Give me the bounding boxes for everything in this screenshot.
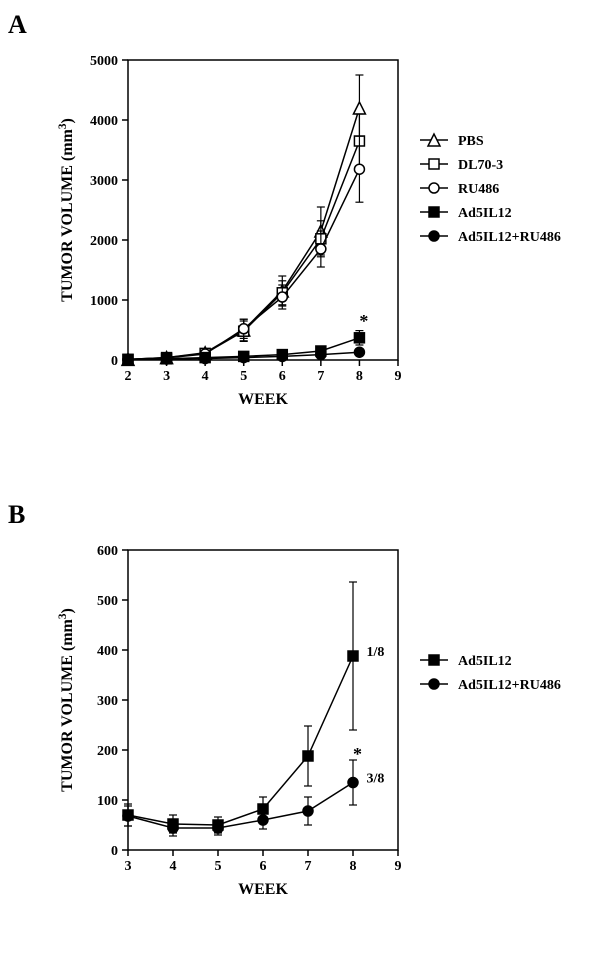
svg-text:0: 0 <box>111 844 118 859</box>
svg-text:6: 6 <box>279 369 286 384</box>
svg-text:1000: 1000 <box>90 294 118 309</box>
svg-text:*: * <box>353 744 362 764</box>
svg-text:TUMOR VOLUME (mm3): TUMOR VOLUME (mm3) <box>57 608 76 792</box>
svg-text:WEEK: WEEK <box>238 391 288 408</box>
svg-text:200: 200 <box>97 744 118 759</box>
svg-text:7: 7 <box>317 369 324 384</box>
svg-text:3000: 3000 <box>90 174 118 189</box>
svg-text:5000: 5000 <box>90 54 118 69</box>
svg-text:100: 100 <box>97 794 118 809</box>
svg-text:4000: 4000 <box>90 114 118 129</box>
svg-text:300: 300 <box>97 694 118 709</box>
svg-text:7: 7 <box>305 859 312 874</box>
figure-page: A 23456789010002000300040005000WEEKTUMOR… <box>0 0 600 963</box>
svg-text:600: 600 <box>97 544 118 559</box>
chart-b: 3 4 5 6 7 8 9 0 100 200 300 400 500 600 WEEK TUMOR VOLU… <box>50 530 590 930</box>
svg-text:2: 2 <box>125 369 132 384</box>
svg-text:5: 5 <box>215 859 222 874</box>
svg-text:1/8: 1/8 <box>367 645 385 660</box>
panel-b-label: B <box>8 500 25 530</box>
svg-text:9: 9 <box>395 369 402 384</box>
svg-text:4: 4 <box>170 859 177 874</box>
svg-text:2000: 2000 <box>90 234 118 249</box>
svg-text:500: 500 <box>97 594 118 609</box>
svg-text:3: 3 <box>125 859 132 874</box>
svg-text:RU486: RU486 <box>458 182 499 197</box>
svg-text:4: 4 <box>202 369 209 384</box>
svg-text:Ad5IL12+RU486: Ad5IL12+RU486 <box>458 678 561 693</box>
svg-text:5: 5 <box>240 369 247 384</box>
svg-text:8: 8 <box>356 369 363 384</box>
svg-text:WEEK: WEEK <box>238 881 288 898</box>
svg-text:3/8: 3/8 <box>367 772 385 787</box>
svg-text:Ad5IL12+RU486: Ad5IL12+RU486 <box>458 230 561 245</box>
svg-text:DL70-3: DL70-3 <box>458 158 503 173</box>
svg-text:Ad5IL12: Ad5IL12 <box>458 206 512 221</box>
svg-text:*: * <box>359 311 368 331</box>
svg-text:8: 8 <box>350 859 357 874</box>
svg-text:TUMOR VOLUME (mm3): TUMOR VOLUME (mm3) <box>57 118 76 302</box>
svg-text:0: 0 <box>111 354 118 369</box>
panel-a-label: A <box>8 10 27 40</box>
svg-text:3: 3 <box>163 369 170 384</box>
svg-text:6: 6 <box>260 859 267 874</box>
chart-a: 2 3 4 5 6 7 8 9 0 1000 2000 3000 4000 5000 WEEK TUMOR V… <box>50 40 590 440</box>
svg-text:Ad5IL12: Ad5IL12 <box>458 654 512 669</box>
svg-text:9: 9 <box>395 859 402 874</box>
svg-text:400: 400 <box>97 644 118 659</box>
svg-text:PBS: PBS <box>458 134 484 149</box>
